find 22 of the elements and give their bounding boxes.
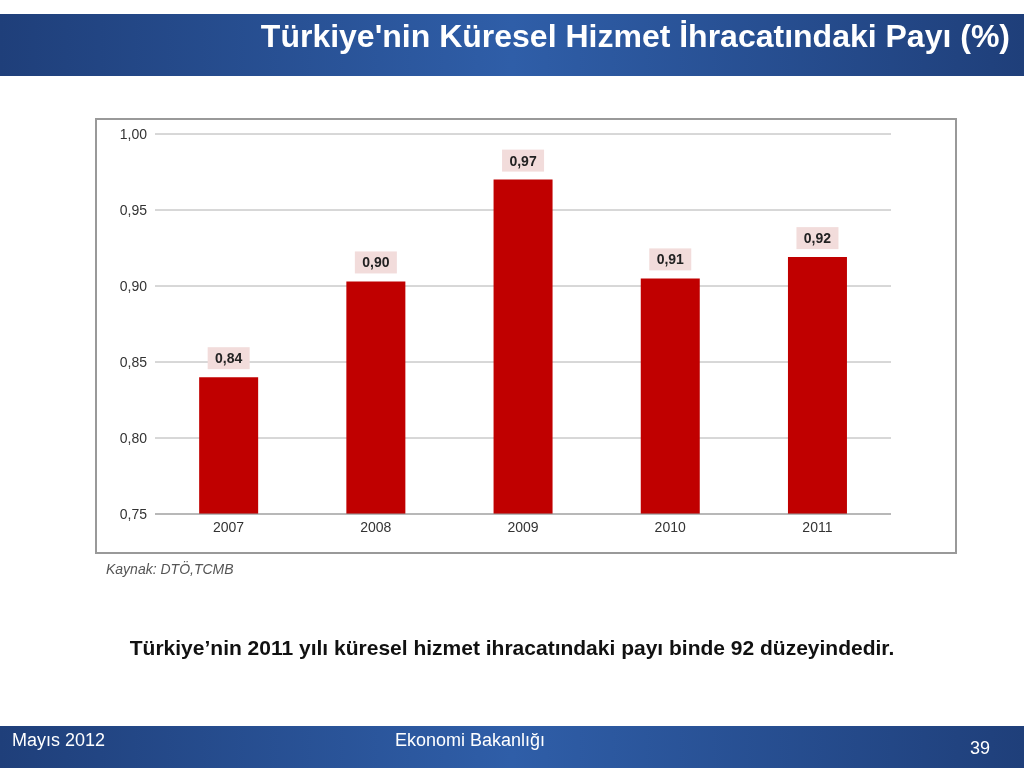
chart-title: Türkiye'nin Küresel Hizmet İhracatındaki Payı (%) [260, 18, 1010, 55]
data-label: 0,92 [803, 230, 832, 247]
x-tick-label: 2009 [507, 518, 539, 535]
text: Mayıs 2012 [12, 730, 106, 751]
y-tick-label: 0,75 [119, 505, 148, 522]
y-tick-label: 0,90 [119, 277, 148, 294]
x-tick-label: 2007 [213, 518, 245, 535]
data-label: 0,91 [656, 251, 685, 268]
x-tick-label: 2011 [802, 518, 833, 535]
x-tick-label: 2010 [654, 518, 686, 535]
text: Kaynak: DTÖ,TCMB [106, 561, 234, 577]
y-tick-label: 0,80 [119, 429, 148, 446]
y-tick-label: 0,85 [119, 353, 148, 370]
data-label: 0,84 [215, 350, 243, 367]
data-label: 0,97 [509, 152, 537, 169]
text: Türkiye’nin 2011 yılı küresel hizmet ihracatındaki payı binde 92 düzeyindedir. [128, 636, 896, 660]
text: Ekonomi Bakanlığı [395, 730, 546, 751]
y-tick-label: 1,00 [119, 125, 148, 142]
text: 39 [969, 738, 990, 759]
y-tick-label: 0,95 [119, 201, 148, 218]
x-tick-label: 2008 [360, 518, 392, 535]
data-label: 0,90 [362, 254, 390, 271]
